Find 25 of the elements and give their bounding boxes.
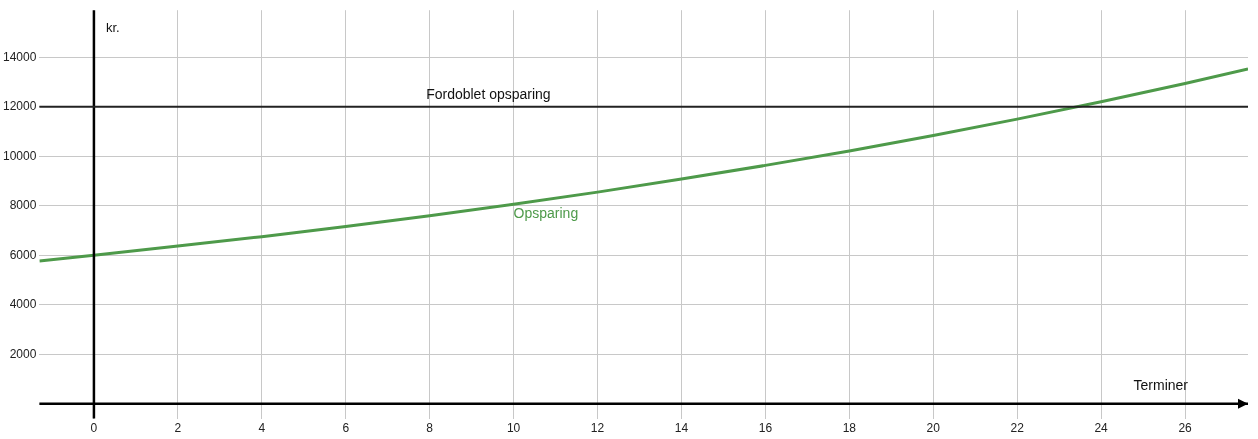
y-tick-label: 12000: [2, 99, 37, 114]
y-tick-label: 14000: [2, 49, 37, 64]
ref-line-label: Fordoblet opsparing: [426, 85, 551, 102]
x-tick-label: 8: [426, 421, 434, 436]
x-axis-title: Terminer: [1133, 376, 1189, 393]
x-tick-label: 14: [674, 421, 689, 436]
x-tick-label: 24: [1094, 421, 1109, 436]
x-tick-label: 0: [90, 421, 98, 436]
y-tick-label: 6000: [9, 247, 37, 262]
x-tick-label: 10: [506, 421, 521, 436]
x-tick-label: 6: [342, 421, 350, 436]
x-tick-label: 4: [258, 421, 266, 436]
y-tick-label: 2000: [9, 346, 37, 361]
series-label: Opsparing: [513, 205, 579, 222]
x-tick-label: 2: [174, 421, 182, 436]
x-tick-label: 22: [1010, 421, 1025, 436]
y-tick-label: 4000: [9, 297, 37, 312]
y-axis-title: kr.: [105, 20, 120, 36]
x-tick-label: 26: [1178, 421, 1193, 436]
x-tick-label: 16: [758, 421, 773, 436]
x-tick-label: 20: [926, 421, 941, 436]
x-tick-label: 18: [842, 421, 857, 436]
y-tick-label: 8000: [9, 198, 37, 213]
y-tick-label: 10000: [2, 148, 37, 163]
x-tick-label: 12: [590, 421, 605, 436]
